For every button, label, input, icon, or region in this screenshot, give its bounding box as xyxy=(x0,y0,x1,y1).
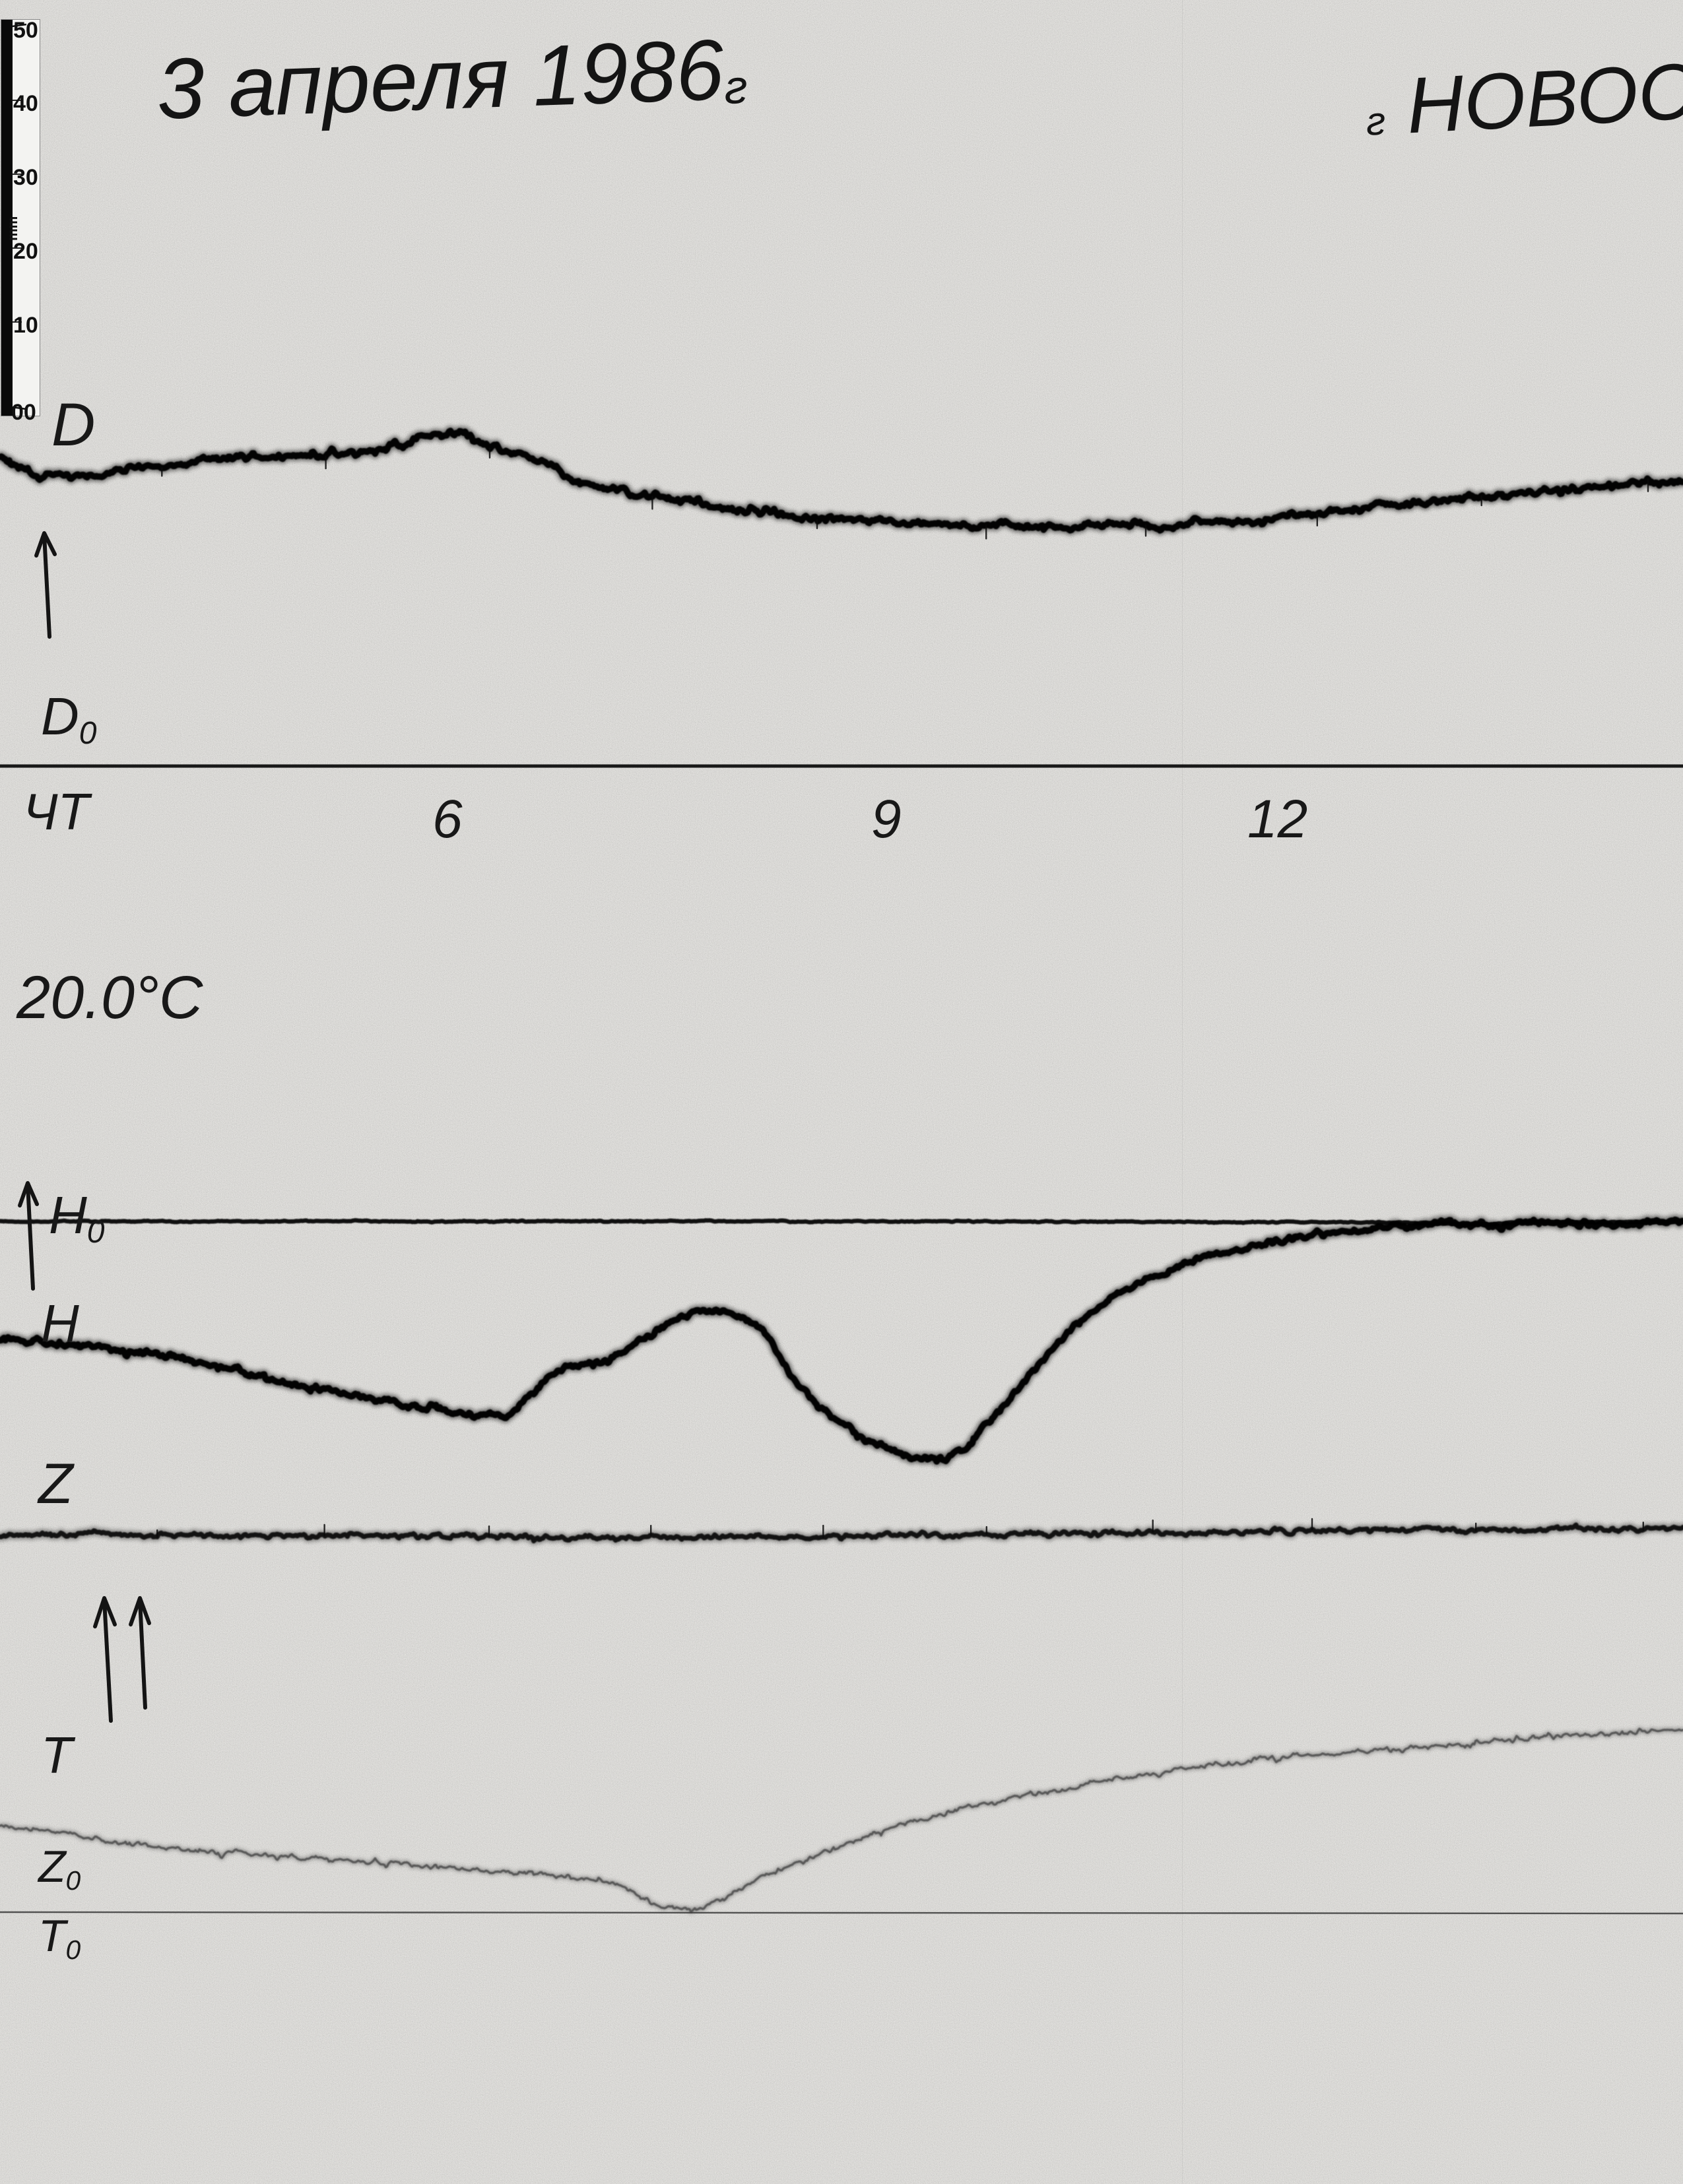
svg-text:10: 10 xyxy=(13,313,38,338)
svg-text:mm: mm xyxy=(5,216,20,241)
svg-text:00: 00 xyxy=(11,400,36,425)
svg-text:30: 30 xyxy=(13,165,38,190)
svg-text:20: 20 xyxy=(13,239,38,264)
svg-text:40: 40 xyxy=(13,91,38,116)
svg-text:50: 50 xyxy=(13,18,38,43)
